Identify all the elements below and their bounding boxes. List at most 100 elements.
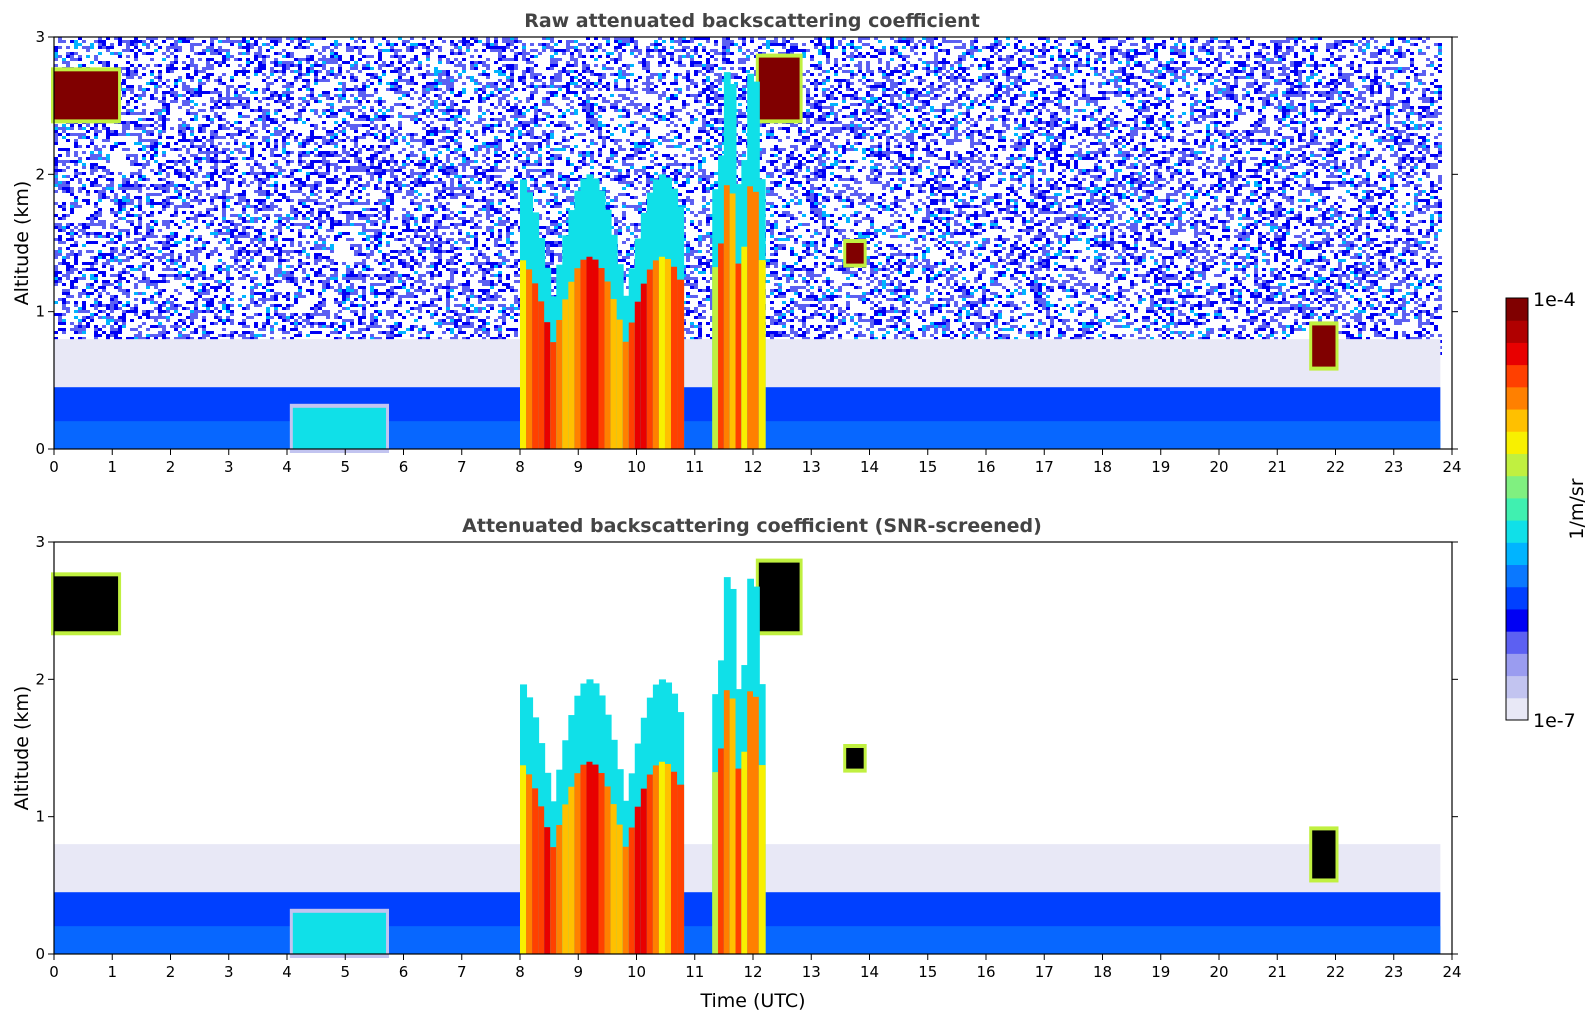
noise-cell	[922, 43, 926, 46]
noise-cell	[802, 73, 806, 76]
noise-cell	[442, 100, 446, 103]
noise-cell	[906, 103, 910, 106]
noise-cell	[554, 94, 558, 97]
noise-cell	[734, 76, 738, 79]
noise-cell	[1382, 103, 1386, 106]
noise-cell	[1182, 49, 1186, 52]
noise-cell	[190, 37, 194, 40]
noise-cell	[1306, 85, 1310, 88]
noise-cell	[1374, 82, 1378, 85]
noise-cell	[910, 49, 914, 52]
noise-cell	[326, 73, 330, 76]
noise-cell	[874, 109, 878, 112]
noise-cell	[1418, 112, 1422, 115]
noise-cell	[1374, 70, 1378, 73]
noise-cell	[1338, 43, 1342, 46]
noise-cell	[466, 46, 470, 49]
noise-cell	[366, 85, 370, 88]
noise-cell	[102, 40, 106, 43]
noise-cell	[822, 112, 826, 115]
noise-cell	[986, 73, 990, 76]
noise-cell	[590, 121, 594, 124]
noise-cell	[134, 100, 138, 103]
noise-cell	[138, 127, 142, 130]
heatmap-raw	[51, 37, 1442, 453]
noise-cell	[1422, 91, 1426, 94]
noise-cell	[594, 103, 598, 106]
noise-cell	[566, 97, 570, 100]
noise-cell	[966, 106, 970, 109]
noise-cell	[1110, 130, 1114, 133]
noise-cell	[122, 121, 126, 124]
noise-cell	[566, 43, 570, 46]
noise-cell	[1182, 55, 1186, 58]
noise-cell	[586, 70, 590, 73]
noise-cell	[462, 82, 466, 85]
noise-cell	[226, 55, 230, 58]
noise-cell	[106, 130, 110, 133]
noise-cell	[878, 70, 882, 73]
noise-cell	[1006, 43, 1010, 46]
noise-cell	[982, 46, 986, 49]
noise-cell	[1022, 109, 1026, 112]
noise-cell	[238, 43, 242, 46]
noise-cell	[714, 100, 718, 103]
noise-cell	[570, 106, 574, 109]
noise-cell	[586, 115, 590, 118]
noise-cell	[1282, 52, 1286, 55]
noise-cell	[226, 37, 230, 40]
noise-cell	[1202, 73, 1206, 76]
noise-cell	[1014, 118, 1018, 121]
noise-cell	[518, 79, 522, 82]
noise-cell	[970, 43, 974, 46]
noise-cell	[1314, 85, 1318, 88]
noise-cell	[394, 103, 398, 106]
noise-cell	[874, 118, 878, 121]
noise-cell	[1194, 55, 1198, 58]
noise-cell	[646, 46, 650, 49]
noise-cell	[522, 55, 526, 58]
noise-cell	[430, 121, 434, 124]
noise-cell	[1214, 79, 1218, 82]
noise-cell	[706, 121, 710, 124]
noise-cell	[802, 112, 806, 115]
noise-cell	[1194, 58, 1198, 61]
noise-cell	[1114, 82, 1118, 85]
noise-cell	[270, 91, 274, 94]
noise-cell	[706, 52, 710, 55]
noise-cell	[466, 130, 470, 133]
noise-cell	[418, 64, 422, 67]
noise-cell	[422, 91, 426, 94]
noise-cell	[538, 79, 542, 82]
noise-cell	[154, 88, 158, 91]
noise-cell	[206, 67, 210, 70]
noise-cell	[1250, 124, 1254, 127]
noise-cell	[1298, 73, 1302, 76]
noise-cell	[270, 73, 274, 76]
noise-cell	[1042, 76, 1046, 79]
noise-cell	[1134, 76, 1138, 79]
noise-cell	[770, 127, 774, 130]
noise-cell	[130, 76, 134, 79]
noise-cell	[702, 124, 706, 127]
noise-cell	[338, 88, 342, 91]
noise-cell	[1406, 67, 1410, 70]
noise-cell	[506, 109, 510, 112]
noise-cell	[1118, 94, 1122, 97]
noise-cell	[546, 112, 550, 115]
noise-cell	[1062, 64, 1066, 67]
noise-cell	[322, 76, 326, 79]
noise-cell	[138, 97, 142, 100]
noise-cell	[394, 82, 398, 85]
noise-cell	[830, 91, 834, 94]
noise-cell	[1386, 67, 1390, 70]
noise-cell	[618, 52, 622, 55]
noise-cell	[1058, 58, 1062, 61]
noise-cell	[1034, 124, 1038, 127]
noise-cell	[1102, 40, 1106, 43]
noise-cell	[190, 100, 194, 103]
noise-cell	[194, 67, 198, 70]
noise-cell	[1350, 61, 1354, 64]
noise-cell	[1082, 118, 1086, 121]
noise-cell	[702, 121, 706, 124]
